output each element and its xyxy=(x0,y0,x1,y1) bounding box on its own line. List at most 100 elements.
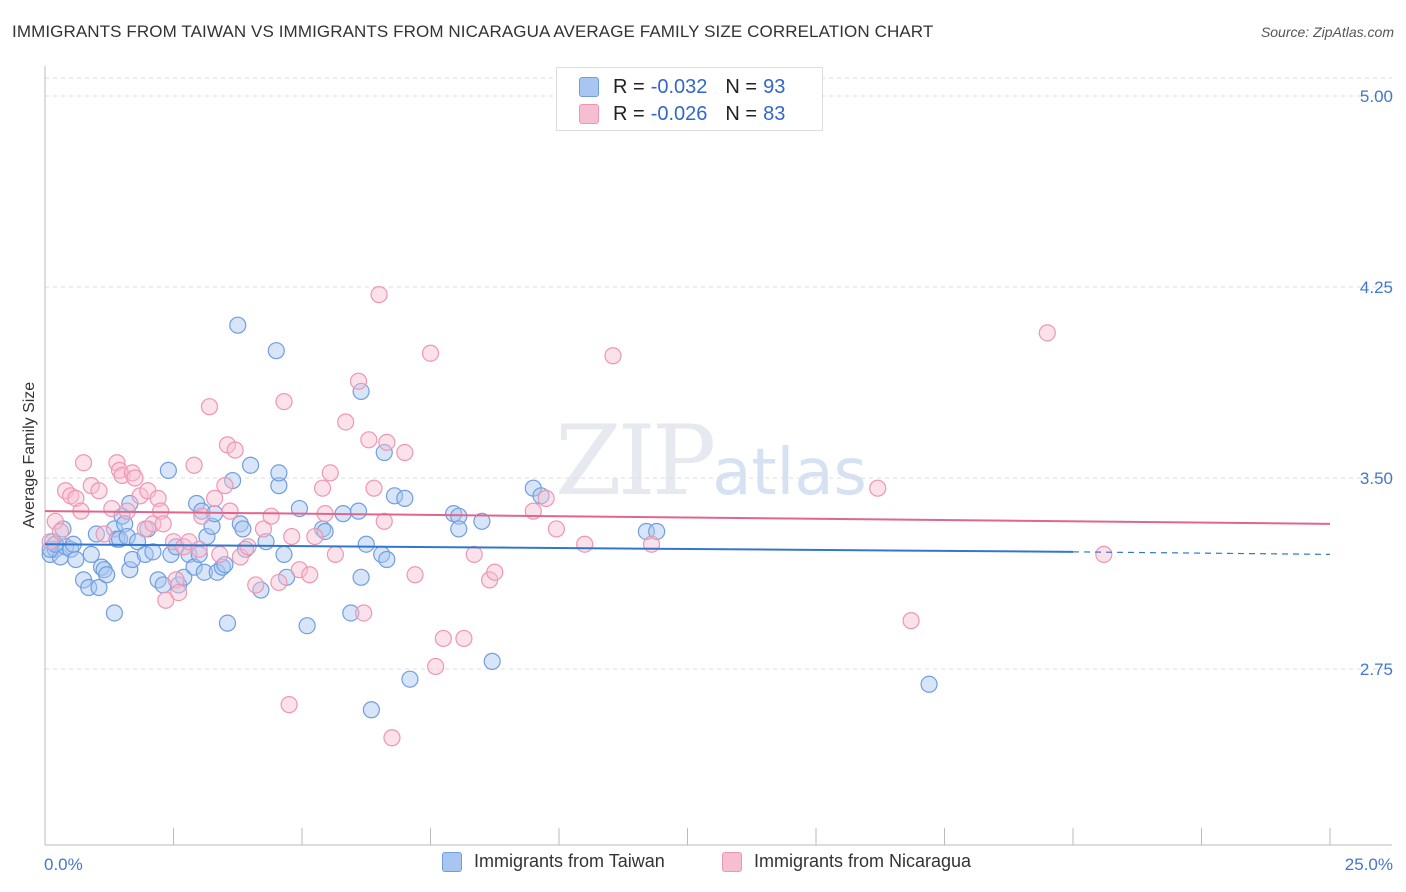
nicaragua-point xyxy=(365,479,383,497)
nicaragua-trend-line xyxy=(44,510,1331,525)
taiwan-point xyxy=(203,517,221,535)
nicaragua-point xyxy=(226,441,244,459)
n-value: 93 xyxy=(763,75,786,98)
taiwan-point xyxy=(82,545,100,564)
taiwan-point xyxy=(352,568,370,586)
nicaragua-point xyxy=(167,571,185,589)
taiwan-point xyxy=(218,614,237,632)
taiwan-point xyxy=(483,652,501,670)
nicaragua-point xyxy=(185,456,203,474)
nicaragua-point xyxy=(149,489,167,507)
taiwan-point xyxy=(267,342,285,360)
taiwan-point xyxy=(144,543,162,561)
taiwan-point xyxy=(105,520,123,538)
nicaragua-point xyxy=(152,502,170,520)
axes xyxy=(44,66,1392,846)
nicaragua-point xyxy=(642,535,661,553)
nicaragua-point xyxy=(103,499,121,518)
nicaragua-point xyxy=(375,512,393,530)
taiwan-point xyxy=(450,520,468,538)
r-label: R = xyxy=(613,102,645,125)
taiwan-point xyxy=(41,545,59,564)
nicaragua-point xyxy=(360,431,378,449)
y-tick-label: 2.75 xyxy=(1360,660,1393,679)
n-value: 83 xyxy=(763,102,786,125)
taiwan-point xyxy=(352,382,370,401)
taiwan-point xyxy=(349,502,368,520)
nicaragua-point xyxy=(421,344,440,362)
r-value: -0.032 xyxy=(650,75,708,98)
taiwan-point xyxy=(375,443,393,462)
nicaragua-point xyxy=(378,433,396,451)
taiwan-point xyxy=(270,464,288,482)
tick-labels: 2.75 3.50 4.25 5.00 0.0% 25.0% xyxy=(44,87,1393,874)
stats-legend: R = -0.032 N = 93 R = -0.026 N = 83 xyxy=(556,67,823,131)
nicaragua-point xyxy=(406,566,424,584)
taiwan-trend-extension xyxy=(1072,551,1331,555)
nicaragua-point xyxy=(254,520,273,538)
taiwan-point xyxy=(362,701,380,719)
nicaragua-point xyxy=(95,525,113,543)
taiwan-point xyxy=(290,499,309,518)
data-points xyxy=(41,286,1113,747)
taiwan-point xyxy=(234,520,252,538)
taiwan-trend-line xyxy=(44,543,1074,553)
x-tick-label: 25.0% xyxy=(1345,855,1393,874)
nicaragua-point xyxy=(383,729,401,747)
nicaragua-point xyxy=(74,454,93,472)
n-label: N = xyxy=(725,102,758,125)
r-value: -0.026 xyxy=(650,102,708,125)
taiwan-point xyxy=(275,545,293,564)
grid xyxy=(45,77,1392,670)
watermark-atlas: atlas xyxy=(712,436,867,510)
nicaragua-point xyxy=(547,520,566,538)
nicaragua-point xyxy=(370,286,388,304)
chart-title: IMMIGRANTS FROM TAIWAN VS IMMIGRANTS FRO… xyxy=(12,22,934,41)
nicaragua-point xyxy=(290,561,309,579)
taiwan-point xyxy=(473,512,491,530)
nicaragua-point xyxy=(455,629,473,648)
y-tick-label: 3.50 xyxy=(1360,469,1393,488)
nicaragua-point xyxy=(216,477,234,495)
legend-row-nicaragua: R = -0.026 N = 83 xyxy=(579,101,785,127)
taiwan-point xyxy=(98,566,116,584)
nicaragua-point xyxy=(170,583,188,602)
nicaragua-point xyxy=(90,482,108,500)
n-label: N = xyxy=(725,75,758,98)
nicaragua-point xyxy=(306,527,324,546)
taiwan-point xyxy=(90,578,108,597)
taiwan-point xyxy=(159,461,177,479)
nicaragua-point xyxy=(270,573,288,592)
y-tick-label: 4.25 xyxy=(1360,278,1393,297)
taiwan-point xyxy=(229,316,247,334)
nicaragua-point xyxy=(190,540,208,558)
nicaragua-point xyxy=(396,443,414,462)
legend-item-nicaragua[interactable]: Immigrants from Nicaragua xyxy=(722,851,971,872)
taiwan-point xyxy=(121,561,139,579)
nicaragua-point xyxy=(262,507,280,525)
taiwan-point xyxy=(357,535,375,553)
nicaragua-point xyxy=(211,545,229,564)
nicaragua-point xyxy=(154,515,172,533)
taiwan-swatch xyxy=(442,851,462,872)
legend-item-taiwan[interactable]: Immigrants from Taiwan xyxy=(442,851,665,872)
nicaragua-point xyxy=(157,591,175,609)
taiwan-point xyxy=(270,477,288,495)
taiwan-point xyxy=(195,563,213,581)
taiwan-point xyxy=(123,550,141,569)
nicaragua-point xyxy=(604,347,622,365)
taiwan-point xyxy=(252,581,270,599)
nicaragua-point xyxy=(337,413,355,431)
nicaragua-point xyxy=(67,489,85,507)
nicaragua-point xyxy=(46,512,64,530)
nicaragua-point xyxy=(275,393,293,411)
taiwan-point xyxy=(105,604,123,622)
nicaragua-point xyxy=(200,398,219,416)
taiwan-point xyxy=(213,558,231,576)
nicaragua-point xyxy=(206,489,224,507)
nicaragua-point xyxy=(427,657,445,676)
watermark: ZIPatlas xyxy=(555,405,867,517)
legend-label-taiwan: Immigrants from Taiwan xyxy=(474,851,665,871)
nicaragua-swatch xyxy=(579,104,599,124)
